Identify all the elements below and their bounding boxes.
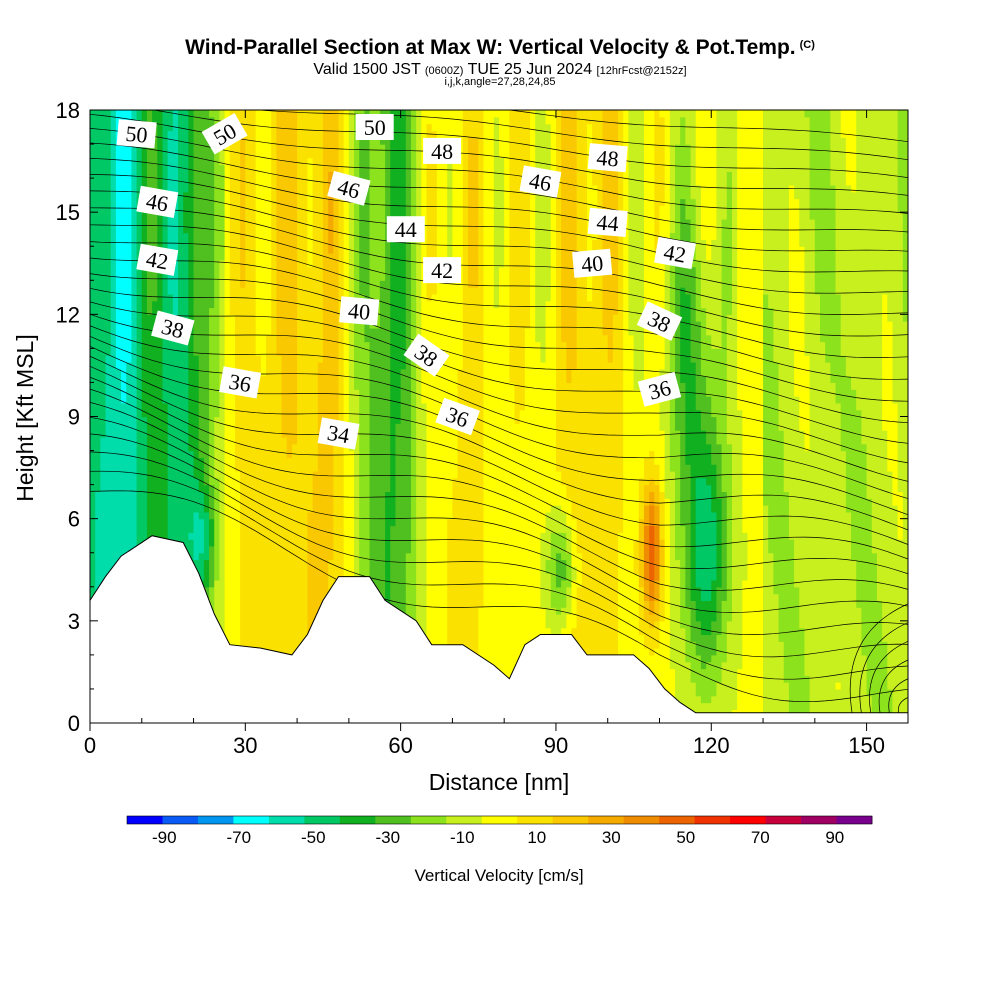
terrain-profile bbox=[89, 535, 909, 724]
colorbar-title: Vertical Velocity [cm/s] bbox=[414, 866, 583, 885]
x-tick-label: 60 bbox=[388, 733, 412, 758]
contour-label-text: 46 bbox=[527, 168, 553, 196]
y-tick-label: 15 bbox=[56, 200, 80, 225]
colorbar-swatch bbox=[268, 816, 305, 824]
contour-label-7: 46 bbox=[519, 165, 562, 198]
copyright-mark: (C) bbox=[799, 39, 815, 51]
colorbar-swatch bbox=[197, 816, 234, 824]
colorbar-swatch bbox=[694, 816, 731, 824]
contour-label-20: 36 bbox=[637, 371, 682, 407]
x-axis-title: Distance [nm] bbox=[429, 769, 570, 795]
colorbar-tick-label: 10 bbox=[527, 828, 546, 847]
contour-label-0: 50 bbox=[116, 119, 157, 149]
colorbar-tick-label: 70 bbox=[751, 828, 770, 847]
colorbar-swatch bbox=[588, 816, 625, 824]
colorbar-tick-label: 30 bbox=[602, 828, 621, 847]
colorbar-swatch bbox=[801, 816, 837, 824]
colorbar-swatch bbox=[552, 816, 589, 824]
terrain bbox=[89, 535, 909, 724]
contour-label-text: 50 bbox=[364, 115, 386, 140]
y-tick-label: 6 bbox=[68, 507, 80, 532]
x-tick-label: 30 bbox=[233, 733, 257, 758]
colorbar-tick-label: -30 bbox=[376, 828, 401, 847]
colorbar-tick-label: -90 bbox=[152, 828, 177, 847]
colorbar-swatch bbox=[659, 816, 696, 824]
colorbar-swatch bbox=[623, 816, 660, 824]
contour-label-15: 38 bbox=[151, 310, 195, 346]
contour-label-13: 40 bbox=[339, 296, 380, 326]
valid-time: Valid 1500 JST bbox=[313, 61, 421, 78]
contour-label-text: 50 bbox=[125, 121, 149, 148]
contour-label-text: 44 bbox=[395, 217, 417, 242]
chart-subtitle: Valid 1500 JST (0600Z) TUE 25 Jun 2024 [… bbox=[0, 61, 1000, 79]
contour-label-6: 46 bbox=[327, 170, 371, 206]
colorbar-swatch bbox=[162, 816, 199, 824]
colorbar-swatch bbox=[481, 816, 518, 824]
colorbar-tick-label: -70 bbox=[227, 828, 252, 847]
colorbar-swatch bbox=[304, 816, 341, 824]
colorbar-swatch bbox=[836, 816, 873, 824]
x-tick-label: 0 bbox=[84, 733, 96, 758]
colorbar-swatch bbox=[517, 816, 554, 824]
contour-label-8: 44 bbox=[386, 216, 425, 243]
colorbar-tick-label: 50 bbox=[676, 828, 695, 847]
contour-label-12: 42 bbox=[654, 236, 696, 270]
colorbar-swatch bbox=[730, 816, 766, 824]
colorbar-swatch bbox=[765, 816, 802, 824]
contour-label-text: 42 bbox=[144, 246, 170, 274]
x-tick-label: 90 bbox=[544, 733, 568, 758]
contour-label-text: 44 bbox=[596, 209, 620, 236]
colorbar-tick-label: -50 bbox=[301, 828, 326, 847]
contour-label-5: 46 bbox=[136, 185, 179, 219]
contour-label-10: 42 bbox=[136, 243, 179, 276]
colorbar-tick-label: 90 bbox=[825, 828, 844, 847]
y-tick-label: 12 bbox=[56, 302, 80, 327]
contour-label-text: 48 bbox=[431, 139, 453, 164]
valid-date: TUE 25 Jun 2024 bbox=[467, 61, 593, 78]
contour-label-4: 48 bbox=[587, 143, 628, 173]
contour-label-text: 40 bbox=[580, 250, 604, 277]
section-params: i,j,k,angle=27,28,24,85 bbox=[444, 76, 556, 88]
forecast-info: [12hrFcst@2152z] bbox=[596, 65, 687, 77]
y-tick-label: 0 bbox=[68, 711, 80, 736]
contour-label-text: 46 bbox=[144, 188, 170, 216]
contour-label-text: 40 bbox=[347, 298, 371, 325]
contour-label-text: 42 bbox=[431, 258, 453, 283]
y-tick-label: 3 bbox=[68, 609, 80, 634]
contour-label-11: 42 bbox=[423, 257, 462, 284]
y-tick-label: 9 bbox=[68, 405, 80, 430]
y-tick-label: 18 bbox=[56, 98, 80, 123]
colorbar-swatch bbox=[410, 816, 447, 824]
contour-label-14: 40 bbox=[572, 248, 613, 278]
contour-label-18: 36 bbox=[219, 366, 262, 399]
chart-title: Wind-Parallel Section at Max W: Vertical… bbox=[185, 36, 815, 59]
x-tick-label: 120 bbox=[693, 733, 730, 758]
contour-label-text: 48 bbox=[596, 145, 620, 172]
colorbar: -90 -70 -50 -30 -10 10 30 50 70 90 bbox=[126, 815, 873, 847]
contour-label-text: 42 bbox=[662, 239, 688, 267]
colorbar-swatch bbox=[446, 816, 483, 824]
x-tick-label: 150 bbox=[848, 733, 885, 758]
y-axis-title: Height [Kft MSL] bbox=[12, 334, 38, 501]
colorbar-swatch bbox=[339, 816, 376, 824]
contour-label-text: 34 bbox=[325, 420, 351, 448]
colorbar-tick-label: -10 bbox=[450, 828, 475, 847]
utc-time: (0600Z) bbox=[424, 65, 464, 77]
contour-label-text: 36 bbox=[227, 369, 253, 397]
contour-label-9: 44 bbox=[587, 207, 628, 238]
contour-label-19: 36 bbox=[435, 397, 480, 436]
contour-label-3: 48 bbox=[423, 137, 462, 164]
colorbar-swatch bbox=[375, 816, 412, 824]
contour-label-21: 34 bbox=[317, 417, 360, 450]
contour-label-2: 50 bbox=[355, 114, 394, 140]
colorbar-swatch bbox=[233, 816, 270, 824]
colorbar-swatch bbox=[127, 816, 163, 824]
